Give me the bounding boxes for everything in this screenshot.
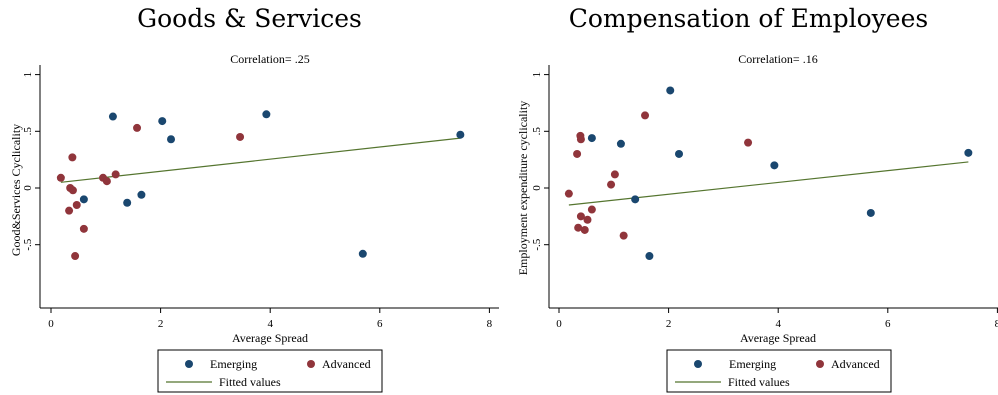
emerging-point xyxy=(167,135,176,144)
advanced-point xyxy=(68,153,77,162)
advanced-point xyxy=(236,132,245,141)
x-tick-label: 6 xyxy=(885,318,891,330)
legend: Emerging Advanced Fitted values xyxy=(666,349,892,393)
legend-marker-emerging xyxy=(185,360,193,368)
fitted-line xyxy=(568,161,969,206)
advanced-point xyxy=(573,149,582,158)
legend-label-fitted: Fitted values xyxy=(219,375,281,389)
advanced-point xyxy=(102,177,111,186)
emerging-point xyxy=(866,208,875,217)
emerging-point xyxy=(262,110,271,119)
legend-marker-emerging xyxy=(694,360,702,368)
fit-line-layer xyxy=(568,161,969,206)
y-tick-label: 0 xyxy=(22,185,34,191)
emerging-point xyxy=(137,190,146,199)
x-tick-label: 4 xyxy=(775,318,781,330)
y-tick-label: 0 xyxy=(531,185,543,191)
x-axis-title: Average Spread xyxy=(232,331,308,345)
y-tick-label: -.5 xyxy=(22,238,34,250)
chart-panel-right: Compensation of Employees Correlation= .… xyxy=(499,0,998,395)
x-tick-label: 8 xyxy=(487,318,493,330)
emerging-point xyxy=(631,195,640,204)
x-tick-label: 0 xyxy=(48,318,54,330)
emerging-point xyxy=(158,117,167,126)
legend-label-fitted: Fitted values xyxy=(728,375,790,389)
y-ticks: 1 .5 0 -.5 xyxy=(531,72,549,251)
emerging-point xyxy=(645,252,654,261)
emerging-point xyxy=(964,148,973,157)
advanced-point xyxy=(580,225,589,234)
advanced-point xyxy=(111,170,120,179)
advanced-point xyxy=(607,180,616,189)
x-tick-label: 8 xyxy=(995,318,998,330)
chart-svg: Correlation= .16 1 .5 0 -.5 0 2 4 6 8 Average S… xyxy=(516,52,998,393)
legend-marker-advanced xyxy=(307,360,315,368)
advanced-point xyxy=(133,123,142,132)
chart-svg: Correlation= .25 1 .5 0 -.5 0 2 4 6 8 Average S… xyxy=(9,52,499,393)
emerging-point xyxy=(79,195,88,204)
advanced-point xyxy=(583,215,592,224)
emerging-point xyxy=(587,134,596,143)
advanced-point xyxy=(587,205,596,214)
emerging-point xyxy=(770,161,779,170)
x-tick-label: 6 xyxy=(377,318,383,330)
legend-box xyxy=(666,349,892,393)
legend-label-advanced: Advanced xyxy=(831,357,880,371)
y-tick-label: -.5 xyxy=(531,238,543,250)
advanced-point xyxy=(619,231,628,240)
x-ticks: 0 2 4 6 8 xyxy=(556,308,998,330)
chart-title: Compensation of Employees xyxy=(568,4,929,33)
emerging-point xyxy=(675,149,684,158)
x-ticks: 0 2 4 6 8 xyxy=(48,308,493,330)
fitted-line xyxy=(60,137,461,183)
emerging-point xyxy=(358,249,367,258)
emerging-point xyxy=(456,130,465,139)
y-tick-label: .5 xyxy=(22,127,34,136)
legend-label-emerging: Emerging xyxy=(729,357,776,371)
advanced-point xyxy=(576,212,585,221)
emerging-point xyxy=(123,198,132,207)
advanced-point xyxy=(79,224,88,233)
advanced-point xyxy=(744,138,753,147)
advanced-point xyxy=(68,186,77,195)
x-tick-label: 4 xyxy=(267,318,273,330)
chart-panel-left: Goods & Services Correlation= .25 1 .5 0 -.… xyxy=(9,4,499,393)
advanced-point xyxy=(65,206,74,215)
y-tick-label: .5 xyxy=(531,127,543,136)
advanced-point xyxy=(71,252,80,261)
emerging-point xyxy=(616,139,625,148)
emerging-point xyxy=(108,112,117,121)
correlation-label: Correlation= .25 xyxy=(230,52,309,66)
emerging-point xyxy=(666,86,675,95)
legend-box xyxy=(157,349,383,393)
y-tick-label: 1 xyxy=(531,72,543,78)
fit-line-layer xyxy=(60,137,461,183)
x-tick-label: 2 xyxy=(158,318,164,330)
plot-region xyxy=(39,64,499,309)
correlation-label: Correlation= .16 xyxy=(738,52,817,66)
x-axis-title: Average Spread xyxy=(740,331,816,345)
legend-label-advanced: Advanced xyxy=(322,357,371,371)
advanced-point xyxy=(610,170,619,179)
legend-label-emerging: Emerging xyxy=(210,357,257,371)
x-tick-label: 0 xyxy=(556,318,562,330)
y-axis-title: Employment expenditure cyclicality xyxy=(516,101,530,276)
advanced-point xyxy=(56,173,65,182)
legend-marker-advanced xyxy=(816,360,824,368)
advanced-point xyxy=(564,189,573,198)
advanced-point xyxy=(576,135,585,144)
points-layer xyxy=(564,86,973,261)
advanced-point xyxy=(72,201,81,210)
x-tick-label: 2 xyxy=(666,318,672,330)
advanced-point xyxy=(641,111,650,120)
y-tick-label: 1 xyxy=(22,72,34,78)
y-ticks: 1 .5 0 -.5 xyxy=(22,72,40,251)
y-axis-title: Good&Services Cyclicality xyxy=(9,124,23,256)
advanced-point xyxy=(574,223,583,232)
points-layer xyxy=(56,110,465,261)
chart-title: Goods & Services xyxy=(137,4,362,33)
legend: Emerging Advanced Fitted values xyxy=(157,349,383,393)
